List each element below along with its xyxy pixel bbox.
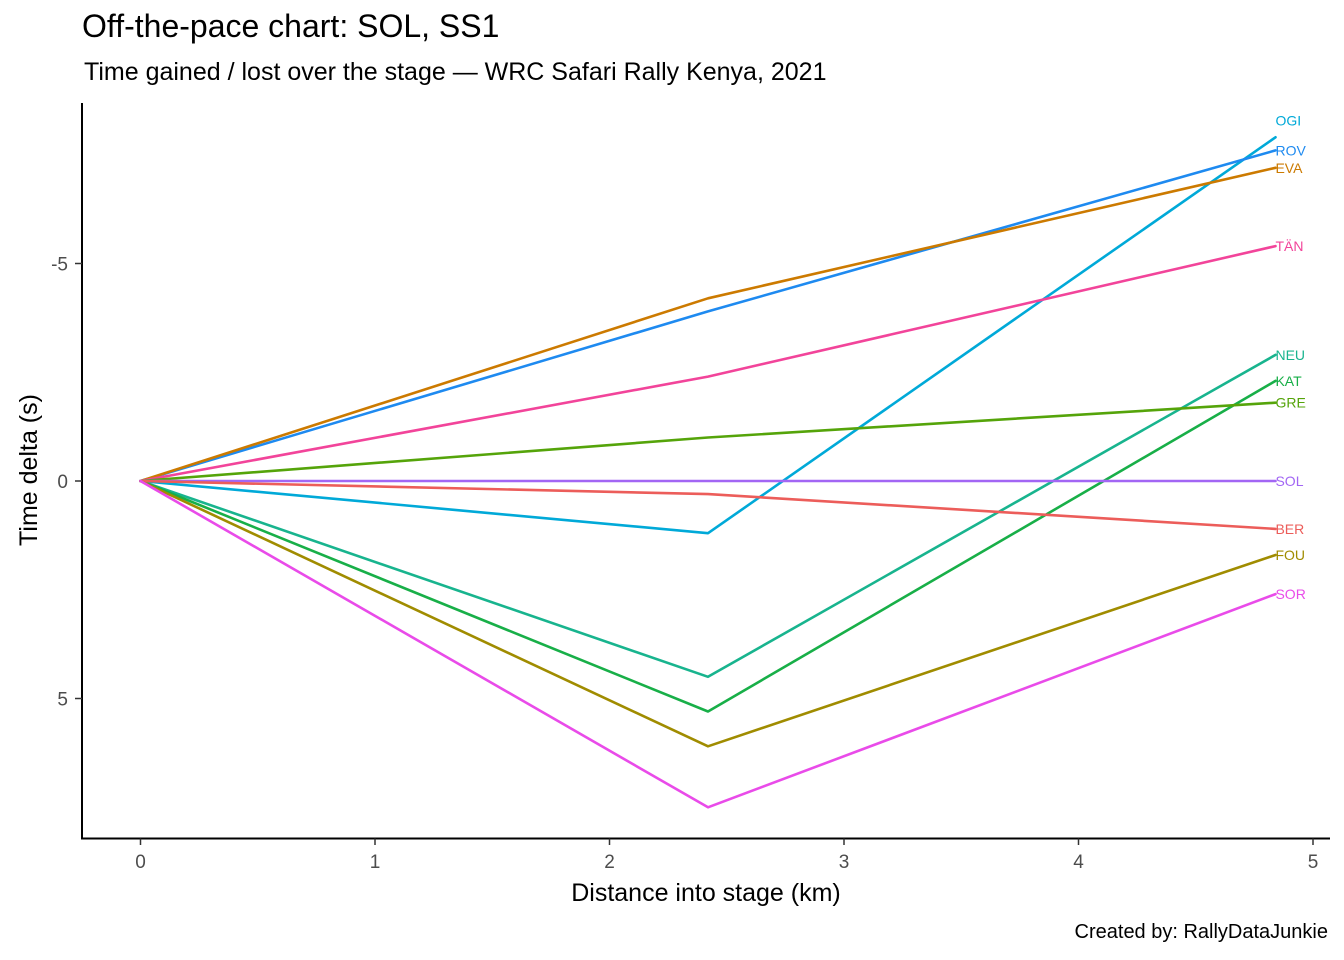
y-tick-label: 5 [57, 690, 68, 711]
series-label-tän: TÄN [1275, 238, 1303, 254]
series-label-gre: GRE [1275, 395, 1305, 411]
series-label-sor: SOR [1275, 586, 1305, 602]
x-axis-ticks: 0 1 2 3 4 5 [135, 838, 1319, 873]
x-tick-label: 5 [1308, 852, 1319, 873]
x-tick-label: 2 [604, 852, 615, 873]
series-line-sor [139, 479, 1277, 809]
series-label-rov: ROV [1275, 142, 1306, 158]
series-label-ber: BER [1275, 521, 1304, 537]
series-label-sol: SOL [1275, 473, 1303, 489]
chart-title: Off-the-pace chart: SOL, SS1 [82, 8, 500, 44]
y-axis-label: Time delta (s) [15, 394, 43, 546]
series-label-eva: EVA [1275, 160, 1303, 176]
y-axis-ticks: -5 0 5 [51, 255, 82, 711]
series-line-gre [139, 401, 1277, 483]
series-label-kat: KAT [1275, 373, 1302, 389]
chart-subtitle: Time gained / lost over the stage — WRC … [84, 58, 827, 86]
series-line-ogi [139, 136, 1277, 535]
x-axis-label: Distance into stage (km) [571, 879, 841, 907]
x-tick-label: 3 [839, 852, 850, 873]
series-line-tän [139, 244, 1277, 483]
series-label-fou: FOU [1275, 547, 1305, 563]
series-end-labels: OGI ROV EVA TÄN NEU KAT GRE SOL BER FOU SOR [1275, 112, 1306, 602]
series-line-eva [139, 166, 1277, 483]
y-tick-label: -5 [51, 255, 68, 276]
series-line-neu [139, 353, 1277, 679]
y-tick-label: 0 [57, 472, 68, 493]
series-label-neu: NEU [1275, 347, 1305, 363]
series-lines [139, 136, 1277, 809]
x-tick-label: 1 [370, 852, 381, 873]
series-line-ber [139, 479, 1277, 531]
x-tick-label: 4 [1073, 852, 1084, 873]
x-tick-label: 0 [135, 852, 146, 873]
series-line-rov [139, 149, 1277, 483]
series-line-fou [139, 479, 1277, 748]
series-line-kat [139, 379, 1277, 713]
chart-caption: Created by: RallyDataJunkie [1074, 921, 1328, 943]
series-label-ogi: OGI [1275, 112, 1301, 128]
